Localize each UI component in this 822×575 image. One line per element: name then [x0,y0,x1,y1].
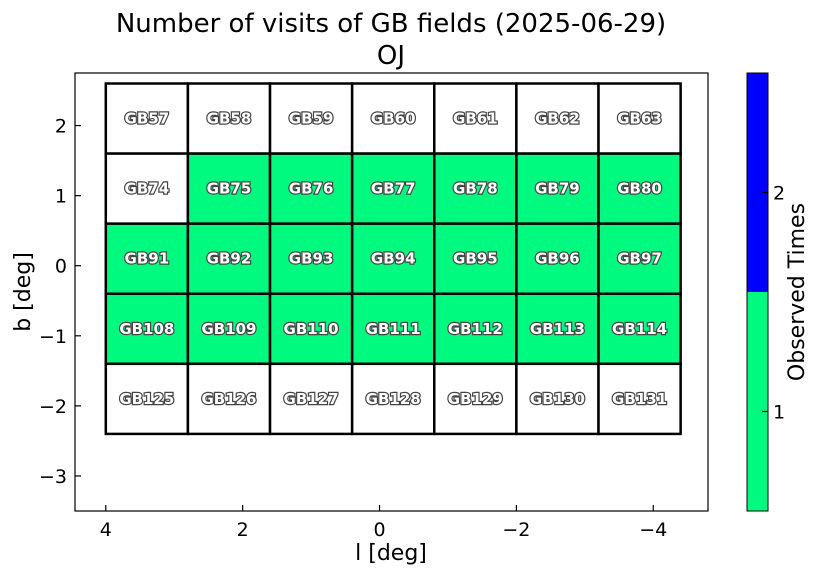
y-tick-label: 1 [55,186,67,208]
colorbar-tick-label: 1 [773,402,785,424]
field-label-gb95: GB95 [453,250,498,268]
field-label-gb113: GB113 [530,320,585,338]
field-label-gb78: GB78 [453,180,498,198]
field-cell-gb126 [186,362,272,436]
field-label-gb97: GB97 [617,250,662,268]
field-cell-gb75 [186,152,272,225]
field-label-gb126: GB126 [201,390,256,408]
field-cell-gb127 [268,362,354,436]
field-cell-gb77 [350,152,436,225]
y-tick-label: −2 [39,396,67,418]
field-cell-gb62 [515,82,600,155]
field-label-gb128: GB128 [366,390,421,408]
x-tick-label: −2 [502,519,530,541]
y-axis-label: b [deg] [11,252,36,332]
field-label-gb127: GB127 [284,390,339,408]
x-tick-label: −4 [639,519,667,541]
field-label-gb60: GB60 [371,110,416,128]
field-label-gb79: GB79 [535,180,580,198]
colorbar-label: Observed Times [785,203,810,381]
y-tick-label: −1 [39,326,67,348]
field-label-gb112: GB112 [448,320,503,338]
field-cell-gb96 [515,222,600,296]
field-grid: GB57 GB58 GB59 GB60 GB61 GB62 GB63 GB74 GB75 GB76… [104,82,682,436]
field-label-gb92: GB92 [207,250,252,268]
x-axis-label: l [deg] [355,541,427,566]
field-cell-gb131 [597,362,682,436]
y-tick-label: 0 [55,256,67,278]
field-label-gb91: GB91 [125,250,170,268]
field-cell-gb60 [350,82,436,155]
field-cell-gb63 [597,82,682,155]
field-label-gb93: GB93 [289,250,334,268]
field-cell-gb78 [433,152,518,225]
colorbar-segment-2 [747,73,768,292]
y-axis-ticks: 2 1 0 −1 −2 −3 [39,116,81,488]
field-label-gb63: GB63 [617,110,662,128]
chart-title: Number of visits of GB fields (2025-06-2… [116,9,666,39]
field-cell-gb74 [104,152,190,225]
field-label-gb59: GB59 [289,110,334,128]
field-label-gb80: GB80 [617,180,662,198]
field-label-gb76: GB76 [289,180,334,198]
field-label-gb62: GB62 [535,110,580,128]
x-tick-label: 0 [373,519,385,541]
field-label-gb111: GB111 [366,320,421,338]
field-label-gb74: GB74 [125,180,170,198]
field-label-gb125: GB125 [119,390,174,408]
field-label-gb61: GB61 [453,110,498,128]
colorbar-frame [746,72,769,512]
field-cell-gb113 [515,292,600,366]
y-tick-label: −3 [39,466,67,488]
field-cell-gb92 [186,222,272,296]
field-label-gb57: GB57 [125,110,170,128]
field-label-gb75: GB75 [207,180,252,198]
field-label-gb94: GB94 [371,250,416,268]
x-tick-label: 2 [237,519,249,541]
field-label-gb58: GB58 [207,110,252,128]
colorbar-tick-label: 2 [773,183,785,205]
field-label-gb114: GB114 [612,320,667,338]
x-axis-ticks: 4 2 0 −2 −4 [100,505,667,541]
field-cell-gb93 [268,222,354,296]
y-tick-label: 2 [55,116,67,138]
field-label-gb129: GB129 [448,390,503,408]
field-label-gb131: GB131 [612,390,667,408]
field-cell-gb80 [597,152,682,225]
chart-subtitle: OJ [377,41,405,71]
field-cell-gb109 [186,292,272,366]
x-tick-label: 4 [100,519,112,541]
field-cell-gb112 [433,292,518,366]
field-label-gb130: GB130 [530,390,585,408]
field-label-gb96: GB96 [535,250,580,268]
colorbar: 12 [746,72,785,512]
field-cell-gb108 [104,292,190,366]
field-label-gb109: GB109 [201,320,256,338]
colorbar-segment-1 [747,292,768,511]
field-label-gb110: GB110 [284,320,339,338]
field-label-gb108: GB108 [119,320,174,338]
field-cell-gb125 [104,362,190,436]
plot-area [74,72,709,512]
field-label-gb77: GB77 [371,180,416,198]
